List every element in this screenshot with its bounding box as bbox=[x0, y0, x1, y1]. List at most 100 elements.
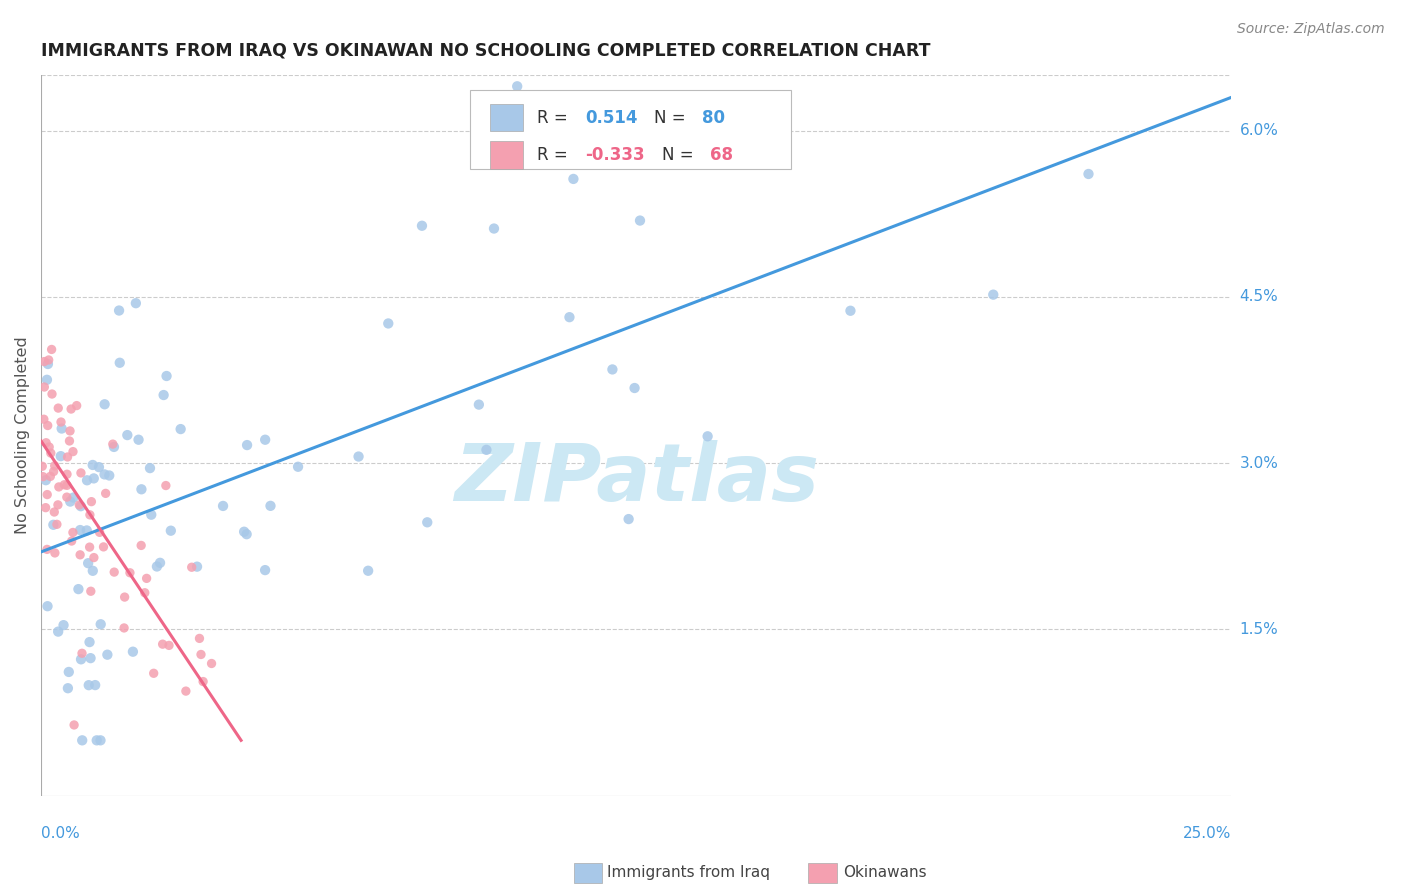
Point bbox=[35, 435, 58, 450]
Point bbox=[93, 540, 115, 554]
Point bbox=[155, 478, 177, 492]
Point bbox=[139, 461, 162, 475]
Point bbox=[44, 546, 66, 560]
Point bbox=[90, 617, 112, 632]
Point bbox=[558, 310, 581, 325]
Point bbox=[416, 516, 439, 530]
Point bbox=[152, 388, 174, 402]
Point bbox=[233, 524, 256, 539]
Text: 6.0%: 6.0% bbox=[1240, 123, 1278, 138]
Point bbox=[103, 565, 125, 579]
Point bbox=[56, 681, 79, 696]
Point bbox=[236, 438, 259, 452]
Point bbox=[44, 505, 66, 519]
Point bbox=[169, 422, 191, 436]
Point bbox=[42, 517, 65, 532]
Point bbox=[254, 563, 277, 577]
Point bbox=[101, 437, 124, 451]
Point bbox=[93, 467, 115, 482]
Point bbox=[235, 527, 257, 541]
Point bbox=[152, 637, 174, 651]
Point bbox=[93, 397, 115, 411]
Point bbox=[32, 469, 55, 483]
Point bbox=[602, 362, 624, 376]
Point bbox=[83, 471, 105, 485]
Point bbox=[134, 586, 156, 600]
Point bbox=[70, 646, 93, 660]
Point bbox=[37, 418, 59, 433]
Point bbox=[70, 733, 93, 747]
Text: 25.0%: 25.0% bbox=[1182, 826, 1232, 841]
Point bbox=[174, 684, 197, 698]
Point bbox=[59, 424, 82, 438]
Point bbox=[38, 440, 60, 454]
Point bbox=[46, 624, 69, 639]
Point bbox=[56, 467, 79, 482]
FancyBboxPatch shape bbox=[489, 104, 523, 131]
Point bbox=[60, 534, 83, 549]
Point bbox=[59, 494, 82, 508]
Point bbox=[108, 356, 131, 370]
Point bbox=[46, 401, 69, 416]
Point bbox=[696, 429, 718, 443]
Point bbox=[82, 564, 104, 578]
Point bbox=[155, 369, 177, 384]
Point bbox=[468, 398, 491, 412]
Point bbox=[35, 373, 58, 387]
Text: N =: N = bbox=[662, 146, 699, 164]
Text: 0.514: 0.514 bbox=[585, 109, 637, 127]
Point bbox=[49, 449, 72, 463]
Point bbox=[122, 645, 145, 659]
Point bbox=[160, 524, 183, 538]
Point bbox=[45, 517, 67, 532]
Point bbox=[53, 477, 76, 491]
Point bbox=[142, 666, 165, 681]
Point bbox=[38, 353, 60, 368]
Text: 68: 68 bbox=[710, 146, 733, 164]
Text: Source: ZipAtlas.com: Source: ZipAtlas.com bbox=[1237, 22, 1385, 37]
Point bbox=[112, 621, 135, 635]
Point bbox=[41, 387, 63, 401]
Point bbox=[79, 508, 101, 522]
Text: 1.5%: 1.5% bbox=[1240, 622, 1278, 637]
Point bbox=[70, 652, 93, 666]
Point bbox=[62, 444, 84, 458]
Point bbox=[117, 428, 139, 442]
Point bbox=[146, 559, 169, 574]
Point bbox=[62, 525, 84, 540]
Point bbox=[157, 639, 180, 653]
Point bbox=[212, 499, 235, 513]
Point bbox=[37, 357, 59, 371]
Point bbox=[186, 559, 208, 574]
Point bbox=[34, 500, 56, 515]
Text: 4.5%: 4.5% bbox=[1240, 289, 1278, 304]
Point bbox=[70, 466, 93, 480]
Point bbox=[200, 657, 222, 671]
FancyBboxPatch shape bbox=[470, 89, 792, 169]
Point bbox=[31, 459, 53, 474]
Point bbox=[839, 303, 862, 318]
Point bbox=[41, 343, 63, 357]
Text: Okinawans: Okinawans bbox=[844, 865, 927, 880]
Point bbox=[44, 458, 66, 473]
Point bbox=[141, 508, 163, 522]
Point bbox=[62, 491, 84, 505]
Point bbox=[67, 582, 90, 596]
Point bbox=[79, 651, 101, 665]
Point bbox=[190, 648, 212, 662]
Text: R =: R = bbox=[537, 146, 574, 164]
Text: N =: N = bbox=[654, 109, 690, 127]
Point bbox=[482, 221, 505, 235]
Point bbox=[84, 678, 107, 692]
Point bbox=[149, 556, 172, 570]
FancyBboxPatch shape bbox=[489, 142, 523, 169]
Point bbox=[86, 733, 108, 747]
Point bbox=[60, 402, 83, 417]
Point bbox=[131, 483, 153, 497]
Point bbox=[69, 523, 91, 537]
Point bbox=[135, 571, 157, 585]
Point bbox=[69, 548, 91, 562]
Point bbox=[37, 599, 59, 614]
Point bbox=[49, 415, 72, 429]
Point bbox=[506, 79, 529, 94]
